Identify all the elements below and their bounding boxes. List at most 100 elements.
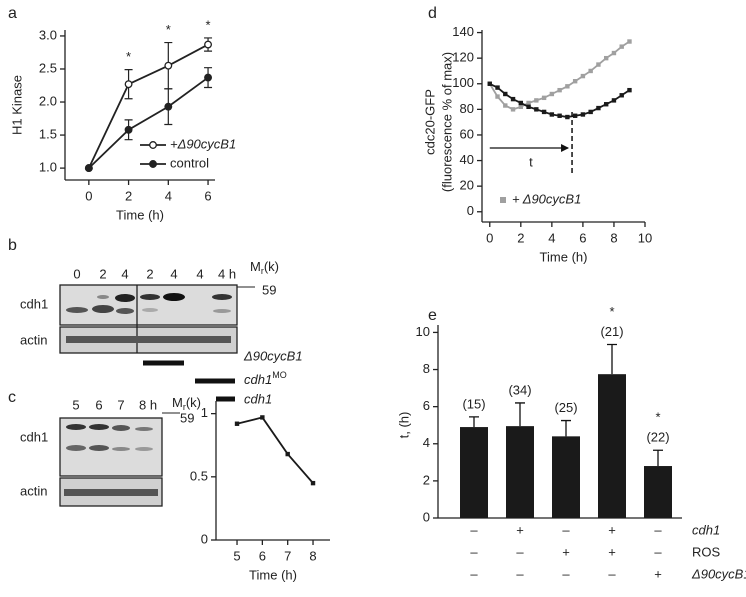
- y-tick-label: 1: [201, 405, 208, 420]
- x-tick-label: 8: [309, 548, 316, 563]
- size-marker: 59: [262, 282, 276, 297]
- point: [260, 415, 265, 420]
- error-bar: [561, 419, 571, 437]
- n-label: (21): [600, 324, 623, 339]
- y-tick-label: 1.0: [39, 160, 57, 175]
- lane-label: 4: [121, 266, 128, 281]
- point: [580, 73, 586, 79]
- treatment: Δ90cycB1: [243, 348, 303, 363]
- x-axis-label: Time (h): [249, 567, 297, 582]
- point: [549, 91, 555, 97]
- x-tick-label: 2: [517, 230, 524, 245]
- point: [534, 107, 539, 112]
- point: [518, 100, 524, 106]
- condition-mark: +: [516, 522, 524, 537]
- condition-mark: –: [470, 544, 478, 559]
- point: [596, 62, 601, 67]
- point: [510, 107, 516, 112]
- y-tick-label: 2: [423, 472, 430, 487]
- blot-c: [59, 412, 180, 507]
- panel-letter: e: [428, 307, 437, 324]
- series-line: [88, 76, 209, 169]
- point: [596, 105, 601, 111]
- n-label: (25): [554, 400, 577, 415]
- point: [541, 95, 547, 101]
- x-tick-label: 6: [204, 188, 211, 203]
- treatment-name: cdh1: [244, 372, 272, 387]
- treatment: cdh1: [244, 391, 272, 406]
- point: [557, 113, 562, 118]
- x-tick-label: 6: [579, 230, 586, 245]
- error-bar: [607, 343, 617, 375]
- y-tick-label: 0: [201, 531, 208, 546]
- lane-label: 2: [146, 266, 153, 281]
- point: [124, 80, 133, 89]
- y-axis-label: H1 Kinase: [9, 75, 24, 135]
- point: [534, 98, 539, 103]
- y-tick-label: 20: [460, 178, 474, 193]
- point: [503, 103, 508, 108]
- condition-mark: –: [516, 566, 524, 581]
- legend-marker: [149, 160, 157, 168]
- x-tick-label: 4: [165, 188, 172, 203]
- point: [285, 451, 290, 457]
- significance: *: [166, 22, 171, 37]
- y-tick-label: 80: [460, 101, 474, 116]
- significance: *: [609, 304, 614, 319]
- point: [572, 113, 578, 118]
- error-bar: [469, 416, 479, 428]
- size-marker: 59: [180, 410, 194, 425]
- lane-label: 7: [117, 397, 124, 412]
- x-tick-label: 2: [125, 188, 132, 203]
- lane-label: 0: [73, 266, 80, 281]
- mr: M: [172, 395, 183, 410]
- row-label: cdh1: [20, 429, 48, 444]
- point: [124, 125, 133, 134]
- mr-unit: (k): [186, 395, 201, 410]
- interval-label: t: [529, 154, 533, 169]
- y-tick-label: 120: [452, 50, 474, 65]
- legend-marker: [149, 141, 157, 149]
- bar: [644, 466, 672, 518]
- bar: [598, 374, 626, 518]
- condition-mark: +: [608, 544, 616, 559]
- mr-sub: r: [261, 266, 264, 276]
- point: [557, 87, 562, 93]
- condition-mark: –: [470, 566, 478, 581]
- condition-mark: –: [654, 544, 662, 559]
- point: [611, 50, 617, 56]
- condition-mark: +: [654, 566, 662, 581]
- y-tick-label: 0: [423, 509, 430, 524]
- series-line: [88, 43, 209, 169]
- condition-mark: –: [562, 566, 570, 581]
- bar: [552, 436, 580, 518]
- point: [549, 112, 555, 117]
- condition-mark: –: [654, 522, 662, 537]
- y-tick-label: 4: [423, 435, 430, 450]
- x-axis-label: Time (h): [116, 207, 164, 222]
- condition-mark: +: [562, 544, 570, 559]
- panel-letter: c: [8, 389, 16, 406]
- point: [603, 55, 609, 61]
- n-label: (15): [462, 396, 485, 411]
- significance: *: [126, 49, 131, 64]
- condition-name: ROS: [692, 544, 721, 559]
- lane-label: 4: [196, 266, 203, 281]
- mr: M: [250, 259, 261, 274]
- point: [518, 104, 524, 109]
- y-axis-label: cdc20-GFP: [422, 89, 437, 155]
- y-tick-label: 3.0: [39, 27, 57, 42]
- point: [164, 102, 173, 111]
- condition-name: cdh1: [692, 522, 720, 537]
- bar: [460, 427, 488, 518]
- significance: *: [206, 17, 211, 32]
- x-axis-label: Time (h): [540, 249, 588, 264]
- y-tick-label: 100: [452, 75, 474, 90]
- point: [526, 100, 531, 106]
- mr-label: Mr(k): [250, 259, 279, 276]
- x-tick-label: 0: [486, 230, 493, 245]
- n-label: (34): [508, 382, 531, 397]
- x-tick-label: 4: [548, 230, 555, 245]
- point: [588, 109, 593, 115]
- error-bar: [515, 402, 525, 427]
